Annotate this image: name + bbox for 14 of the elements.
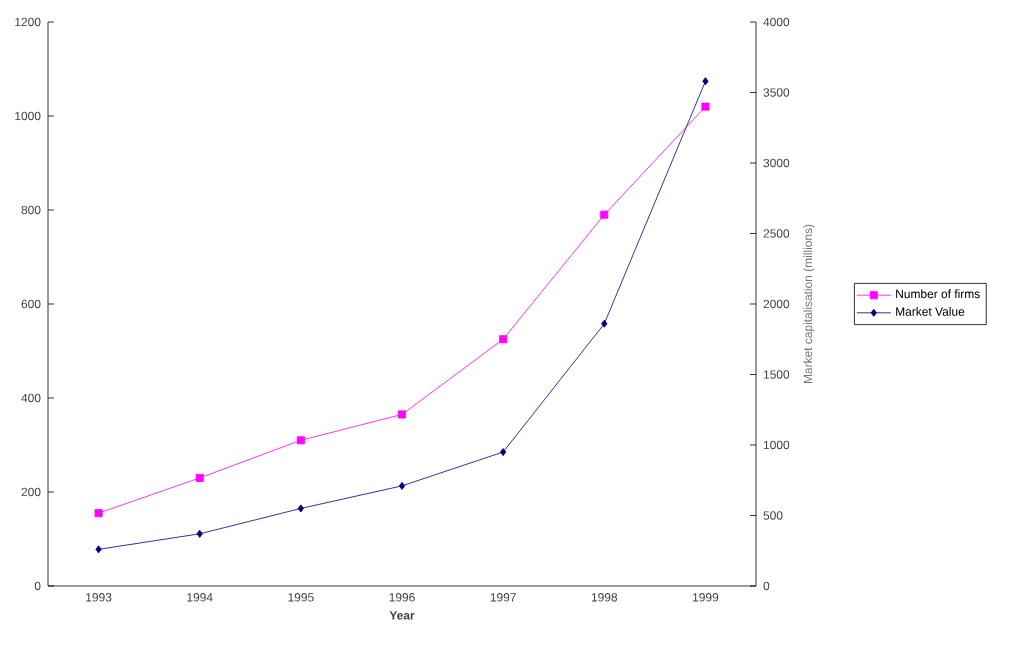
point xyxy=(702,77,709,86)
point xyxy=(600,210,609,219)
point xyxy=(601,319,608,328)
point xyxy=(196,529,203,538)
point xyxy=(500,448,507,457)
point xyxy=(195,473,204,482)
point xyxy=(95,545,102,554)
point xyxy=(296,436,305,445)
point xyxy=(297,504,304,513)
point xyxy=(499,335,508,344)
point xyxy=(701,102,710,111)
point xyxy=(398,481,406,490)
point xyxy=(398,410,406,419)
point xyxy=(94,509,103,518)
